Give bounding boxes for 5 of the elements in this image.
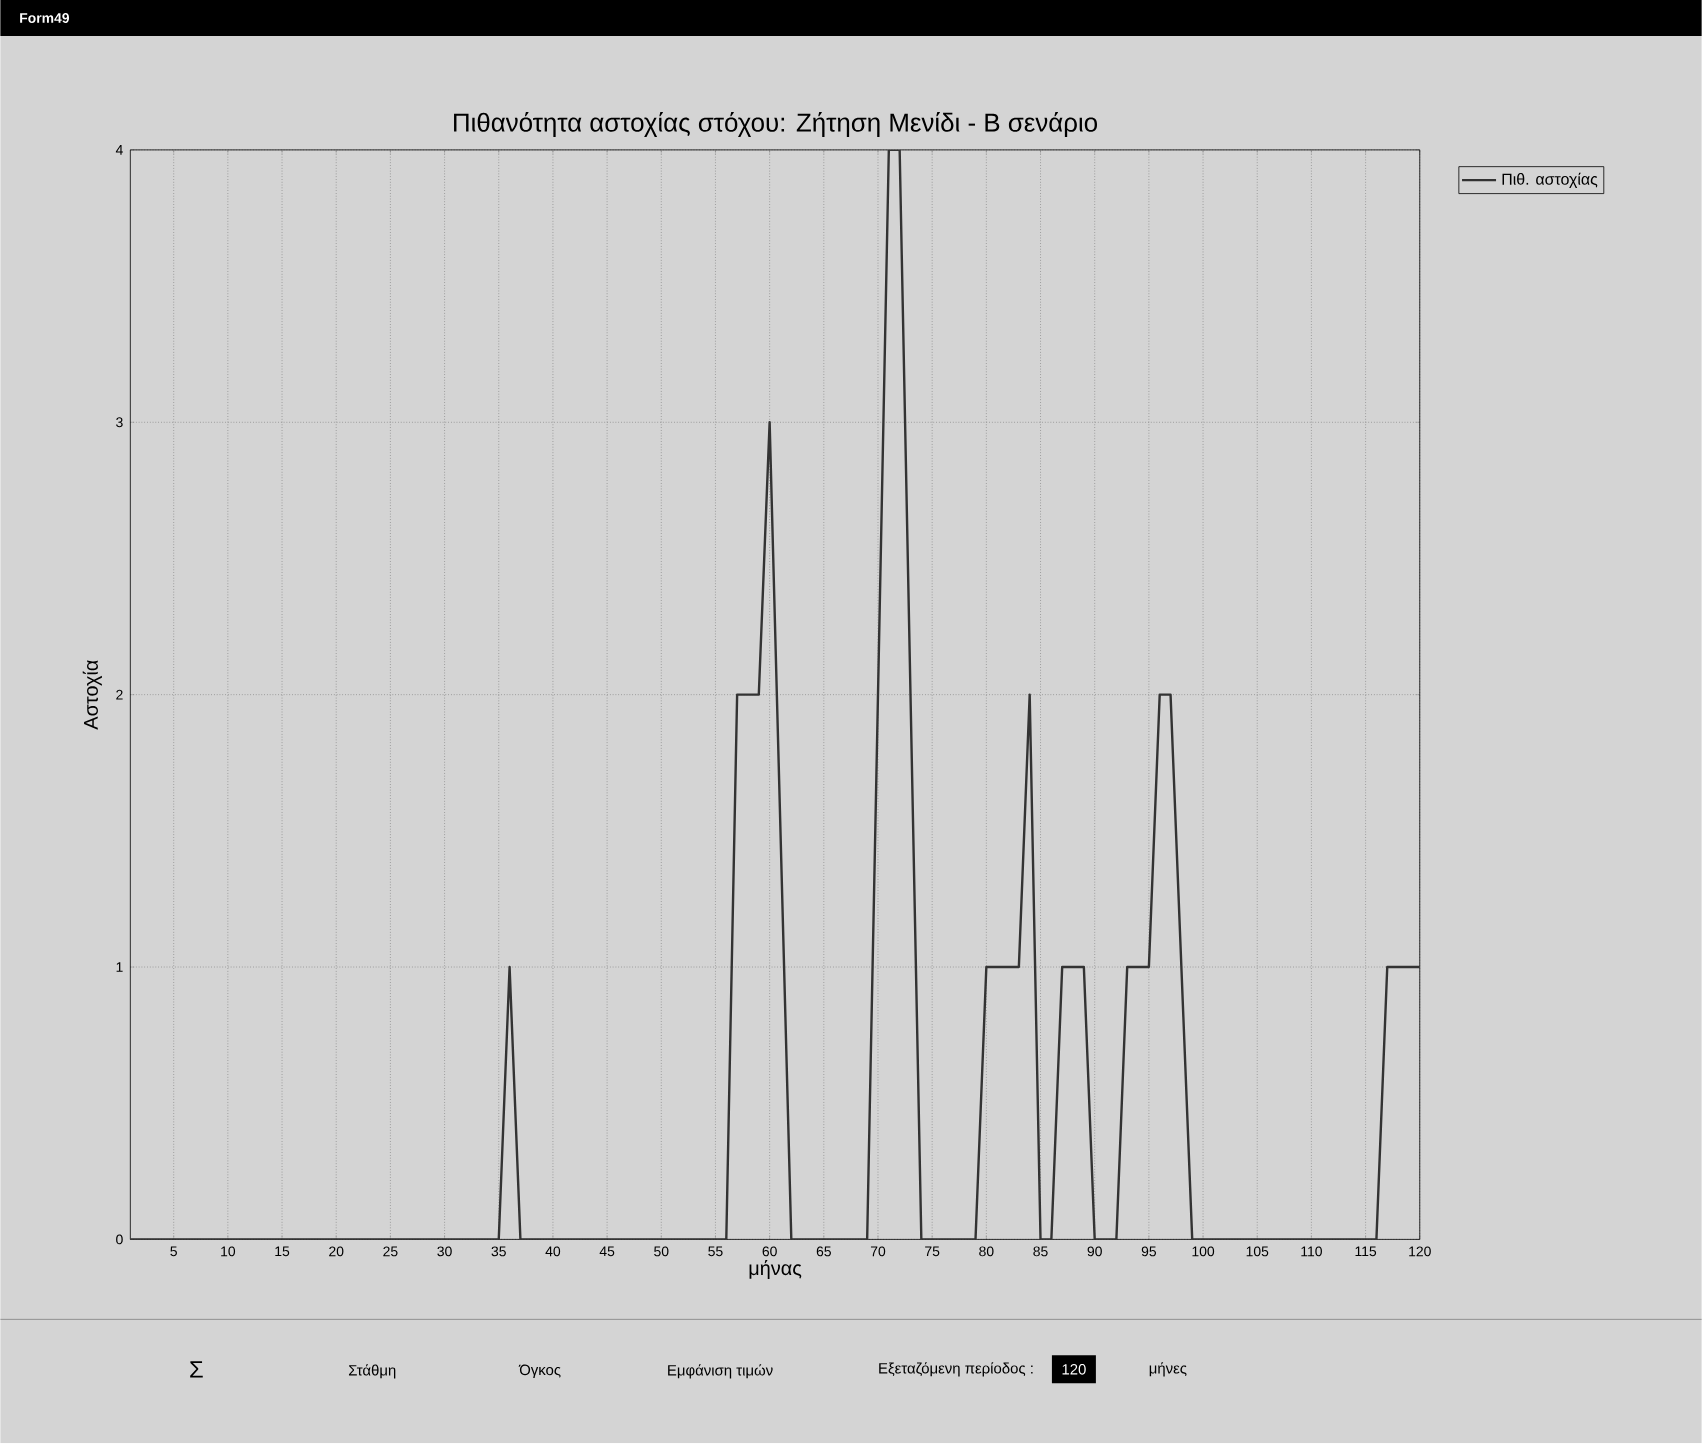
text: Σ	[190, 1361, 203, 1378]
chart-title: Πιθανότητα αστοχίας στόχου: Ζήτηση Μενίδι - Β σενάριο	[454, 112, 1098, 138]
y-axis-title: Αστοχία	[82, 660, 102, 731]
x-axis-title: μήνας	[749, 1260, 802, 1280]
line-series	[130, 150, 1420, 1240]
